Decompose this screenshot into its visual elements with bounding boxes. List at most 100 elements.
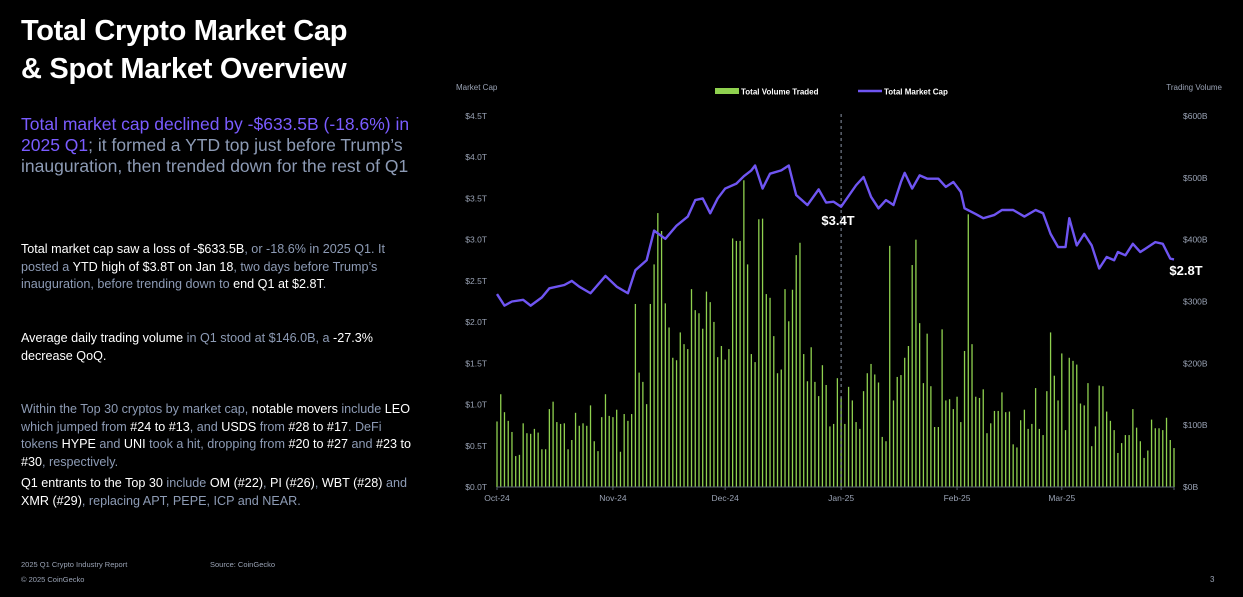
volume-bar bbox=[1064, 430, 1067, 487]
volume-bar bbox=[874, 374, 876, 487]
volume-bar bbox=[619, 451, 622, 487]
volume-bar bbox=[806, 381, 809, 487]
volume-bar bbox=[776, 373, 779, 487]
volume-bar bbox=[537, 432, 539, 487]
volume-bar bbox=[1046, 391, 1048, 487]
volume-bar bbox=[937, 427, 940, 487]
volume-bar bbox=[649, 303, 651, 487]
volume-bar bbox=[1094, 426, 1097, 487]
volume-bar bbox=[832, 423, 835, 487]
volume-bar bbox=[597, 451, 599, 487]
body-text: in Q1 stood at $146.0B, a bbox=[183, 331, 334, 345]
highlighted-text: WBT (#28) bbox=[321, 476, 383, 490]
volume-bar bbox=[1109, 420, 1112, 487]
volume-bar bbox=[1001, 392, 1003, 487]
volume-bar bbox=[631, 414, 633, 487]
volume-bar bbox=[616, 409, 618, 487]
body-text: include bbox=[162, 476, 210, 490]
left-tick-label: $0.5T bbox=[465, 441, 487, 451]
volume-bar bbox=[1016, 447, 1018, 487]
volume-bar bbox=[548, 409, 551, 487]
volume-bar bbox=[990, 423, 992, 487]
body-text: , replacing APT, PEPE, ICP and NEAR. bbox=[81, 493, 301, 508]
volume-bar bbox=[702, 328, 704, 487]
highlighted-text: Total market cap saw a loss of -$633.5B bbox=[21, 242, 245, 256]
volume-bar bbox=[743, 180, 745, 487]
volume-bar bbox=[862, 391, 865, 487]
volume-bar bbox=[507, 420, 509, 487]
highlighted-text: Q1 entrants to the Top 30 bbox=[21, 476, 163, 490]
right-tick-label: $200B bbox=[1183, 358, 1208, 368]
body-text: . DeFi tokens bbox=[21, 419, 382, 452]
x-tick-label: Feb-25 bbox=[944, 493, 971, 503]
body-text: include bbox=[337, 402, 385, 416]
volume-bar bbox=[720, 346, 723, 487]
volume-bar bbox=[1173, 448, 1175, 487]
left-axis-ticks: $0.0T $0.5T $1.0T $1.5T $2.0T $2.5T $3.0T $3.5T… bbox=[465, 111, 487, 492]
highlighted-text: USDS bbox=[221, 419, 257, 434]
volume-bar bbox=[530, 433, 532, 487]
volume-bar bbox=[571, 440, 573, 487]
body-text: from bbox=[256, 419, 289, 434]
volume-bar bbox=[933, 427, 936, 487]
left-tick-label: $3.0T bbox=[465, 235, 487, 245]
x-tick-label: Oct-24 bbox=[484, 493, 510, 503]
legend-label-volume: Total Volume Traded bbox=[741, 88, 819, 97]
body-text: . bbox=[322, 277, 327, 291]
highlighted-text: #28 to #17 bbox=[288, 419, 348, 434]
volume-bar bbox=[859, 428, 861, 487]
volume-bar bbox=[1034, 388, 1037, 487]
volume-bar bbox=[515, 456, 517, 487]
volume-bar bbox=[1147, 450, 1149, 487]
highlighted-text: OM (#22) bbox=[209, 476, 264, 490]
body-text: and bbox=[382, 476, 407, 490]
volume-bar bbox=[533, 428, 536, 487]
market-cap-volume-chart: Oct-24 Nov-24 Dec-24 Jan-25 Feb-25 Mar-25 $0.… bbox=[456, 83, 1223, 503]
volume-bar bbox=[761, 218, 764, 487]
volume-bar bbox=[915, 239, 917, 487]
volume-bar bbox=[840, 397, 842, 487]
volume-bar bbox=[1049, 332, 1052, 487]
page-number: 3 bbox=[1210, 575, 1215, 584]
x-tick-label: Jan-25 bbox=[828, 493, 854, 503]
volume-bar bbox=[1023, 409, 1026, 487]
volume-bar bbox=[803, 354, 805, 487]
volume-bar bbox=[960, 422, 962, 487]
paragraph-top30-movers: Within the Top 30 cryptos by market cap,… bbox=[21, 401, 421, 471]
right-tick-label: $400B bbox=[1183, 235, 1208, 245]
volume-bar bbox=[705, 291, 708, 487]
highlighted-text: YTD high of $3.8T on Jan 18 bbox=[72, 259, 234, 274]
volume-bar bbox=[1083, 405, 1085, 487]
volume-bar bbox=[642, 381, 644, 487]
volume-bar bbox=[791, 289, 794, 487]
volume-bar bbox=[769, 297, 771, 487]
volume-bar bbox=[851, 400, 853, 487]
volume-bar bbox=[608, 415, 610, 487]
volume-bar bbox=[948, 399, 951, 487]
volume-bar bbox=[511, 431, 513, 487]
volume-bar bbox=[724, 359, 726, 487]
volume-bar bbox=[1068, 357, 1070, 487]
volume-bar bbox=[889, 245, 891, 487]
volume-bar bbox=[788, 321, 790, 487]
volume-bar bbox=[698, 313, 700, 487]
page-title: Total Crypto Market Cap & Spot Market Ov… bbox=[21, 12, 347, 88]
body-text: took a hit, dropping from bbox=[145, 437, 289, 451]
volume-bar bbox=[593, 441, 595, 487]
footer-copyright: © 2025 CoinGecko bbox=[21, 575, 85, 584]
volume-bar bbox=[855, 422, 857, 487]
volume-bar bbox=[660, 231, 663, 487]
volume-bar bbox=[675, 360, 678, 487]
x-tick-label: Dec-24 bbox=[711, 493, 739, 503]
volume-bar bbox=[881, 436, 883, 487]
volume-bar bbox=[657, 213, 659, 487]
volume-bar bbox=[522, 423, 524, 487]
highlighted-text: Average daily trading volume bbox=[21, 331, 184, 345]
volume-bar bbox=[1005, 412, 1007, 487]
volume-bar bbox=[503, 412, 506, 487]
legend-label-market-cap: Total Market Cap bbox=[884, 88, 948, 97]
volume-bar bbox=[904, 357, 906, 487]
paragraph-q1-entrants: Q1 entrants to the Top 30 include OM (#2… bbox=[21, 475, 421, 510]
volume-bar bbox=[1027, 428, 1029, 487]
highlighted-text: HYPE bbox=[61, 437, 96, 451]
